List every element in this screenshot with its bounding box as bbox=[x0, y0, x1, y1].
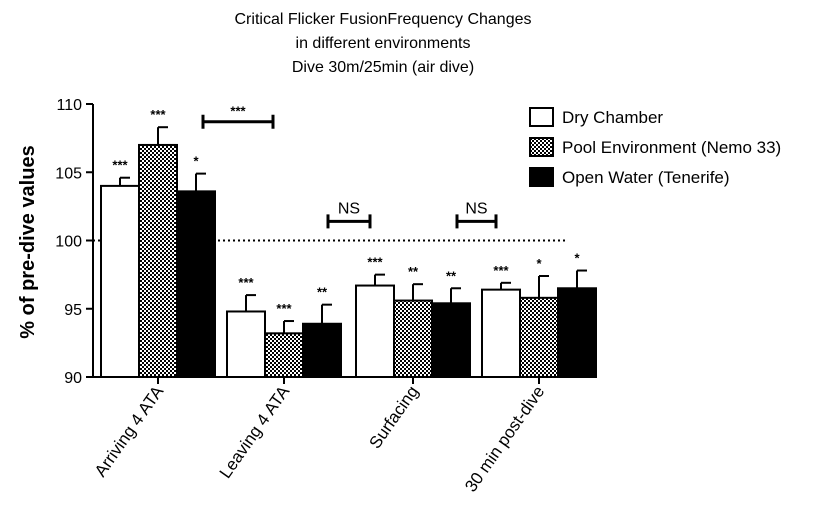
chart-title-line-3: Dive 30m/25min (air dive) bbox=[292, 59, 474, 76]
legend-label: Open Water (Tenerife) bbox=[562, 168, 730, 187]
significance-label: ** bbox=[446, 268, 457, 283]
chart-title-line-2: in different environments bbox=[296, 35, 471, 52]
bar bbox=[431, 302, 471, 379]
bar bbox=[226, 310, 266, 379]
y-axis-label: % of pre-dive values bbox=[17, 145, 39, 338]
legend-label: Dry Chamber bbox=[562, 108, 663, 127]
significance-label: *** bbox=[276, 301, 292, 316]
bar bbox=[176, 190, 216, 378]
y-tick-label: 105 bbox=[55, 165, 82, 182]
significance-label: *** bbox=[493, 263, 509, 278]
legend: Dry Chamber Pool Environment (Nemo 33) Ope… bbox=[529, 107, 781, 187]
significance-label: *** bbox=[150, 107, 166, 122]
bar bbox=[100, 184, 140, 378]
bar bbox=[557, 287, 597, 378]
bar bbox=[519, 296, 559, 378]
chart-title: Critical Flicker FusionFrequency Changes… bbox=[235, 11, 532, 76]
significance-label: *** bbox=[367, 255, 383, 270]
y-tick-label: 110 bbox=[56, 97, 82, 114]
bar bbox=[355, 284, 395, 379]
significance-label: *** bbox=[112, 158, 128, 173]
significance-label: ** bbox=[408, 264, 419, 279]
bar bbox=[302, 322, 342, 379]
significance-label: * bbox=[536, 256, 542, 271]
y-tick-label: 100 bbox=[55, 234, 82, 251]
significance-label: ** bbox=[317, 285, 328, 300]
legend-swatch bbox=[529, 167, 554, 187]
comparison-label: *** bbox=[230, 104, 246, 119]
category-label: Leaving 4 ATA bbox=[216, 382, 294, 482]
legend-swatch bbox=[529, 107, 554, 127]
comparison-label: NS bbox=[465, 200, 487, 217]
category-label: 30 min post-dive bbox=[461, 382, 548, 495]
comparison-label: NS bbox=[338, 200, 360, 217]
legend-label: Pool Environment (Nemo 33) bbox=[562, 138, 781, 157]
significance-label: * bbox=[193, 154, 199, 169]
category-label: Arriving 4 ATA bbox=[91, 382, 168, 480]
chart-title-line-1: Critical Flicker FusionFrequency Changes bbox=[235, 11, 532, 28]
bars: *************************** bbox=[100, 107, 597, 379]
legend-swatch bbox=[529, 137, 554, 157]
bar bbox=[393, 299, 433, 378]
significance-label: *** bbox=[238, 275, 254, 290]
y-tick-label: 95 bbox=[64, 302, 82, 319]
y-tick-label: 90 bbox=[64, 370, 82, 387]
bar bbox=[481, 288, 521, 379]
category-label: Surfacing bbox=[366, 382, 423, 452]
bar bbox=[138, 143, 178, 378]
significance-label: * bbox=[574, 251, 580, 266]
category-labels: Arriving 4 ATA Leaving 4 ATA Surfacing 30 m… bbox=[91, 382, 548, 496]
bar bbox=[264, 332, 304, 379]
